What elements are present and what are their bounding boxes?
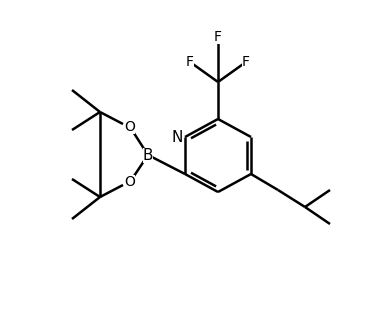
Text: B: B (143, 147, 153, 163)
Text: N: N (171, 129, 183, 145)
Text: O: O (124, 175, 136, 189)
Text: F: F (214, 30, 222, 44)
Text: O: O (124, 120, 136, 134)
Text: F: F (186, 55, 194, 69)
Text: F: F (242, 55, 250, 69)
